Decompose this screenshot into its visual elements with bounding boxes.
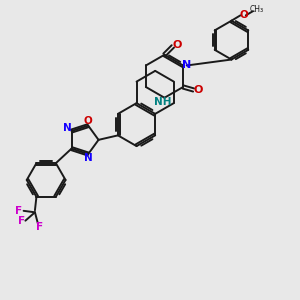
Text: F: F bbox=[18, 216, 26, 226]
Text: O: O bbox=[172, 40, 182, 50]
Text: NH: NH bbox=[154, 97, 172, 107]
Text: N: N bbox=[84, 153, 93, 163]
Text: F: F bbox=[15, 206, 22, 215]
Text: O: O bbox=[84, 116, 93, 127]
Text: O: O bbox=[194, 85, 203, 95]
Text: CH₃: CH₃ bbox=[250, 5, 264, 14]
Text: O: O bbox=[240, 10, 249, 20]
Text: N: N bbox=[63, 123, 72, 133]
Text: N: N bbox=[182, 61, 191, 70]
Text: F: F bbox=[36, 222, 43, 232]
